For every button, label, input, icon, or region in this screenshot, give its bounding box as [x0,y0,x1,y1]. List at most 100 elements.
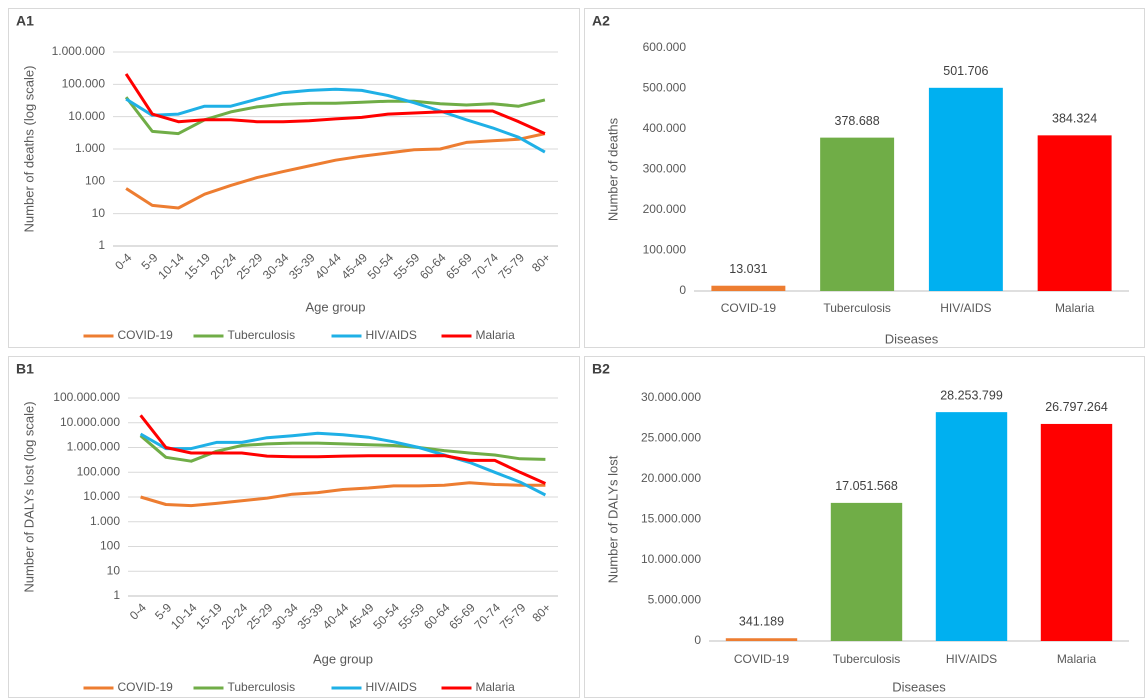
x-tick-label: 25-29 [234,250,266,282]
y-tick-label: 100.000.000 [53,390,120,404]
y-tick-label: 10.000.000 [641,552,701,566]
x-tick-label: 10-14 [168,600,200,632]
x-tick-label: 40-44 [320,600,352,632]
x-tick-label: 80+ [529,600,553,624]
series-line [139,431,547,497]
legend-label: Tuberculosis [228,680,296,694]
y-tick-label: 1.000.000 [67,440,121,454]
x-tick-label: 80+ [529,250,553,274]
legend-label: HIV/AIDS [366,328,417,342]
y-tick-label: 100.000 [62,77,106,91]
legend-label: HIV/AIDS [366,680,417,694]
bar [711,285,786,291]
bar [830,502,903,641]
x-tick-label: Malaria [1055,301,1095,315]
x-axis-title: Age group [313,651,373,666]
y-axis-title: Number of DALYs lost (log scale) [21,401,36,592]
x-tick-label: 35-39 [286,250,318,282]
x-tick-label: 50-54 [370,600,402,632]
x-tick-label: HIV/AIDS [940,301,991,315]
x-tick-label: COVID-19 [734,652,790,666]
x-tick-label: 15-19 [181,250,213,282]
bar [1040,423,1113,641]
y-tick-label: 15.000.000 [641,512,701,526]
x-tick-label: 75-79 [495,250,527,282]
y-tick-label: 25.000.000 [641,431,701,445]
x-tick-label: 45-49 [345,600,377,632]
legend-label: Tuberculosis [228,328,296,342]
x-tick-label: Tuberculosis [833,652,901,666]
x-tick-label: 0-4 [127,600,149,622]
bar [1037,135,1112,291]
y-axis-title: Number of deaths (log scale) [21,66,36,233]
x-tick-label: Tuberculosis [823,301,891,315]
y-tick-label: 100 [100,539,120,553]
y-tick-label: 400.000 [643,121,687,135]
x-tick-label: 65-69 [443,250,475,282]
x-tick-label: 30-34 [269,600,301,632]
x-tick-label: 35-39 [294,600,326,632]
series-line [139,434,546,463]
x-tick-label: 60-64 [421,600,453,632]
panel-label: A1 [16,13,34,29]
series-line [125,87,546,154]
value-label: 17.051.568 [835,479,898,493]
series-line [125,132,546,210]
y-tick-label: 0 [694,633,701,647]
panel-label: B2 [592,361,610,377]
y-tick-label: 30.000.000 [641,390,701,404]
x-tick-label: 70-74 [469,250,501,282]
bar [725,638,798,641]
series-line [139,414,547,485]
y-tick-label: 1.000 [75,141,105,155]
x-tick-label: 45-49 [338,250,370,282]
x-tick-label: COVID-19 [721,301,777,315]
y-tick-label: 1.000 [90,514,120,528]
x-tick-label: 20-24 [208,250,240,282]
chart-panel: B2 0 5.000.000 10.000.000 15.000.000 20.000.0… [584,356,1145,698]
y-tick-label: 300.000 [643,162,687,176]
y-tick-label: 10.000.000 [60,415,120,429]
chart-panel: A2 0 100.000 200.000 300.000 400.000 500.000 60… [584,8,1145,348]
y-tick-label: 10 [107,563,121,577]
value-label: 28.253.799 [940,388,1003,402]
y-tick-label: 0 [679,283,686,297]
x-axis-title: Diseases [892,679,946,694]
bar [928,87,1003,291]
value-label: 378.688 [835,114,880,128]
y-axis-title: Number of deaths [605,117,620,221]
x-tick-label: HIV/AIDS [946,652,997,666]
legend-label: COVID-19 [118,680,174,694]
y-tick-label: 200.000 [643,202,687,216]
y-tick-label: 100 [85,174,105,188]
x-tick-label: 0-4 [112,250,134,272]
y-tick-label: 100.000 [77,464,121,478]
chart-panel: A1 1 10 100 1.000 10.000 100.000 1.000.000 Age g… [8,8,580,348]
series-line [124,96,546,136]
legend-label: COVID-19 [118,328,174,342]
x-tick-label: 75-79 [497,600,529,632]
y-axis-title: Number of DALYs lost [605,455,620,583]
x-tick-label: 60-64 [417,250,449,282]
y-tick-label: 1 [98,238,105,252]
y-tick-label: 1.000.000 [52,44,106,58]
x-tick-label: 55-59 [396,600,428,632]
chart-panel: B1 1 10 100 1.000 10.000 100.000 1.000.000 10.00… [8,356,580,698]
x-tick-label: 65-69 [446,600,478,632]
y-tick-label: 500.000 [643,81,687,95]
legend-label: Malaria [476,328,516,342]
x-tick-label: 70-74 [472,600,504,632]
x-tick-label: 40-44 [312,250,344,282]
value-label: 341.189 [739,615,784,629]
panel-label: B1 [16,361,34,377]
value-label: 13.031 [729,262,767,276]
x-tick-label: 20-24 [219,600,251,632]
bar [935,412,1008,641]
legend-label: Malaria [476,680,516,694]
x-axis-title: Diseases [885,331,939,346]
y-tick-label: 100.000 [643,243,687,257]
y-tick-label: 20.000.000 [641,471,701,485]
value-label: 501.706 [943,64,988,78]
value-label: 384.324 [1052,112,1097,126]
